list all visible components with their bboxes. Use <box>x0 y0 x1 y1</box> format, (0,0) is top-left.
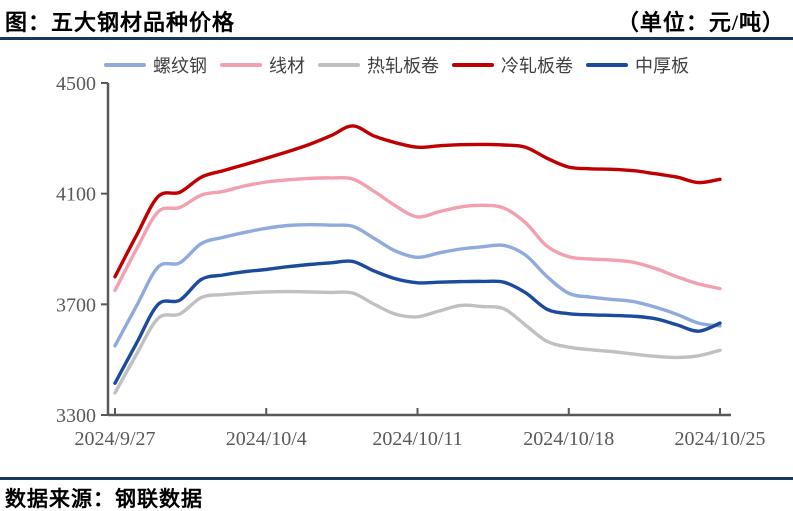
series-line-rebar <box>113 222 722 348</box>
y-tick-label: 4100 <box>56 184 96 206</box>
legend-label-wire-rod: 线材 <box>269 56 305 76</box>
footer-divider <box>0 477 793 480</box>
legend-swatch-wire-rod <box>220 63 262 67</box>
legend-item-wire-rod: 线材 <box>220 52 305 78</box>
header-divider <box>0 37 793 40</box>
page-title: 图：五大钢材品种价格 <box>5 10 236 35</box>
legend-item-medium-plate: 中厚板 <box>586 52 689 78</box>
legend-label-cold-rolled-coil: 冷轧板卷 <box>501 56 573 76</box>
series-line-cold-rolled-coil <box>113 124 722 279</box>
legend-swatch-hot-rolled-coil <box>318 63 360 67</box>
chart-legend: 螺纹钢 线材 热轧板卷 冷轧板卷 中厚板 <box>0 52 793 78</box>
legend-swatch-cold-rolled-coil <box>452 63 494 67</box>
legend-item-cold-rolled-coil: 冷轧板卷 <box>452 52 573 78</box>
legend-swatch-medium-plate <box>586 63 628 67</box>
legend-swatch-rebar <box>104 63 146 67</box>
legend-item-hot-rolled-coil: 热轧板卷 <box>318 52 439 78</box>
y-tick-label: 4500 <box>56 73 96 95</box>
x-tick-label: 2024/10/25 <box>674 428 765 450</box>
x-tick-label: 2024/10/18 <box>523 428 614 450</box>
legend-label-rebar: 螺纹钢 <box>153 56 207 76</box>
series-line-hot-rolled-coil <box>113 289 722 395</box>
y-tick-label: 3700 <box>56 294 96 316</box>
series-line-wire-rod <box>113 175 722 293</box>
x-tick-label: 2024/10/11 <box>372 428 462 450</box>
series-line-medium-plate <box>113 259 722 385</box>
x-tick-label: 2024/10/4 <box>226 428 307 450</box>
y-tick-label: 3300 <box>56 405 96 427</box>
legend-label-medium-plate: 中厚板 <box>635 56 689 76</box>
unit-label: （单位：元/吨） <box>616 10 785 35</box>
x-tick-label: 2024/9/27 <box>74 428 155 450</box>
legend-label-hot-rolled-coil: 热轧板卷 <box>367 56 439 76</box>
legend-item-rebar: 螺纹钢 <box>104 52 207 78</box>
data-source: 数据来源：钢联数据 <box>5 487 203 511</box>
